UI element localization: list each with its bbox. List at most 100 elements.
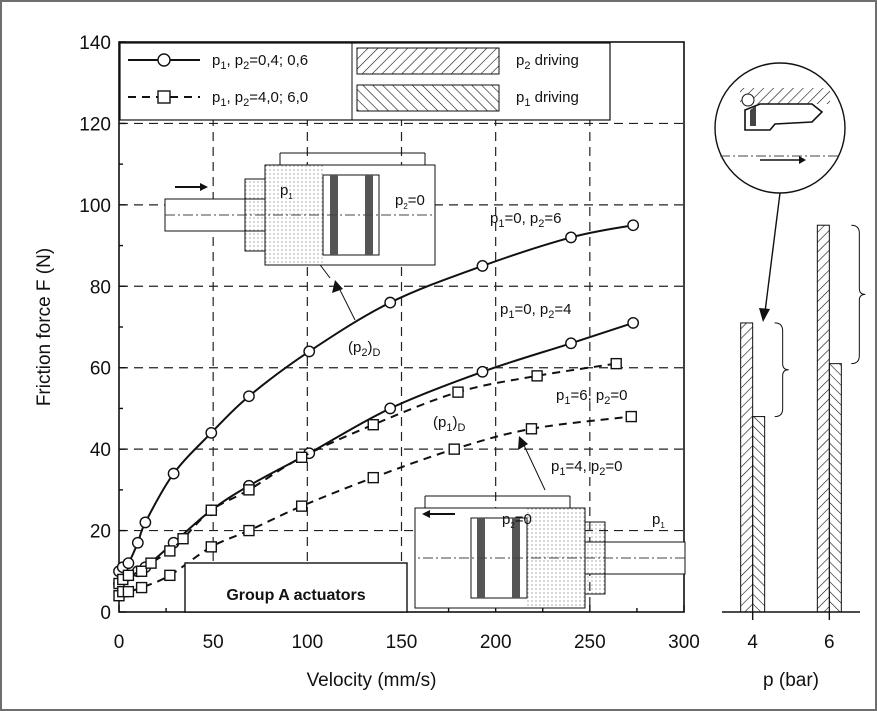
magnifier-arrow-head — [799, 156, 806, 164]
data-point — [243, 524, 255, 537]
seal-lip — [750, 106, 756, 126]
x-tick-label: 100 — [291, 632, 323, 653]
motion-arrow-head — [200, 183, 208, 191]
text-part: ) — [367, 339, 372, 356]
driving-annotation: (p1)D — [433, 414, 465, 434]
text-part: p — [516, 89, 524, 106]
text-part: p — [500, 301, 508, 318]
legend-text: p1, p2=0,4; 0,6 — [212, 52, 308, 72]
data-point — [177, 533, 189, 545]
text-part: p — [395, 192, 403, 209]
x-tick-label: 200 — [480, 632, 512, 653]
text-part: p — [490, 210, 498, 227]
text-part: (p — [433, 414, 446, 431]
text-part: =6 — [544, 210, 561, 227]
legend-entry-1: p1, p2=0,4; 0,6 p2 driving — [128, 47, 579, 75]
magnifier-circle — [714, 62, 846, 194]
data-point — [243, 390, 255, 403]
subscript: 2 — [243, 60, 249, 72]
data-point — [384, 296, 397, 309]
subscript: 1 — [508, 309, 514, 321]
text-part: =4, p — [565, 458, 599, 475]
data-point — [367, 419, 379, 431]
text-part: =4 — [554, 301, 571, 318]
series-3 — [113, 357, 622, 590]
data-point — [131, 536, 144, 549]
data-point — [610, 357, 622, 370]
group-label-frame — [184, 562, 408, 613]
inset-actuator-bottom — [414, 495, 686, 609]
text-part: p — [551, 458, 559, 475]
data-point — [122, 557, 135, 570]
difference-brace — [851, 224, 866, 365]
side-axis-label: p (bar) — [763, 670, 819, 691]
driving-annotation: (p2)D — [348, 339, 380, 359]
x-axis-label: Velocity (mm/s) — [307, 670, 437, 691]
y-tick-label: 0 — [100, 603, 111, 624]
legend-text: p1, p2=4,0; 6,0 — [212, 89, 308, 109]
subscript: 2 — [524, 60, 530, 72]
subscript: 1 — [446, 422, 452, 434]
data-point — [303, 345, 316, 358]
data-point — [205, 541, 217, 553]
legend-marker — [157, 90, 171, 104]
legend-hatch-swatch — [356, 84, 500, 112]
data-point — [164, 569, 176, 582]
data-point — [476, 365, 489, 378]
y-tick-label: 120 — [79, 114, 111, 135]
y-tick-label: 60 — [90, 359, 111, 380]
subscript: 1 — [524, 97, 530, 109]
inset-zero-label: p2=0 — [502, 511, 532, 530]
subscript: 2 — [510, 521, 515, 530]
subscript: 2 — [604, 395, 610, 407]
subscript: 1 — [564, 395, 570, 407]
text-part: (p — [348, 339, 361, 356]
data-point — [295, 500, 308, 512]
curve-label: p1=0, p2=4 — [500, 301, 571, 321]
subscript: 2 — [403, 202, 408, 211]
side-bar-1: 4 — [740, 322, 789, 653]
text-part: driving — [530, 89, 578, 106]
data-point — [145, 557, 157, 569]
text-part: =0 — [408, 192, 425, 209]
subscript: 2 — [538, 218, 544, 230]
legend-band-text: p2 driving — [516, 52, 579, 72]
bar-p2-driving — [740, 322, 754, 613]
data-point — [167, 467, 180, 480]
text-part: p — [212, 89, 220, 106]
data-point — [243, 484, 255, 496]
motion-arrow-head — [422, 510, 430, 518]
subscript: 1 — [498, 218, 504, 230]
subscript: 2 — [361, 347, 367, 359]
subscript: 1 — [660, 521, 665, 530]
subscript: 2 — [599, 466, 605, 478]
data-point — [367, 471, 379, 484]
inset-chamber-label: p1 — [652, 511, 665, 530]
text-part: , p — [226, 89, 243, 106]
data-point — [565, 337, 577, 350]
bar-p1-driving — [828, 363, 842, 613]
y-tick-label: 140 — [79, 33, 111, 54]
data-point — [627, 317, 640, 329]
legend-marker — [157, 53, 171, 67]
side-tick-label: 4 — [747, 632, 758, 653]
annotation-arrow-head — [332, 280, 343, 293]
y-tick-label: 80 — [90, 277, 111, 298]
annotation-arrow-head — [518, 436, 528, 450]
x-tick-label: 250 — [574, 632, 606, 653]
data-point — [452, 386, 464, 398]
subscript: 1 — [220, 60, 226, 72]
data-point — [205, 426, 218, 439]
seal-profile — [744, 103, 824, 131]
magnifier-pointer — [764, 192, 781, 313]
group-label-text: Group A actuators — [226, 587, 365, 604]
subscript: 2 — [243, 97, 249, 109]
data-point — [627, 219, 640, 232]
side-bar-2: 6 — [816, 224, 866, 653]
subscript: 1 — [220, 97, 226, 109]
magnifier-pointer-head — [759, 308, 770, 322]
series-1 — [113, 219, 640, 578]
legend-entry-2: p1, p2=4,0; 6,0 p1 driving — [128, 84, 579, 112]
annotation-arrow-shaft — [521, 440, 546, 491]
